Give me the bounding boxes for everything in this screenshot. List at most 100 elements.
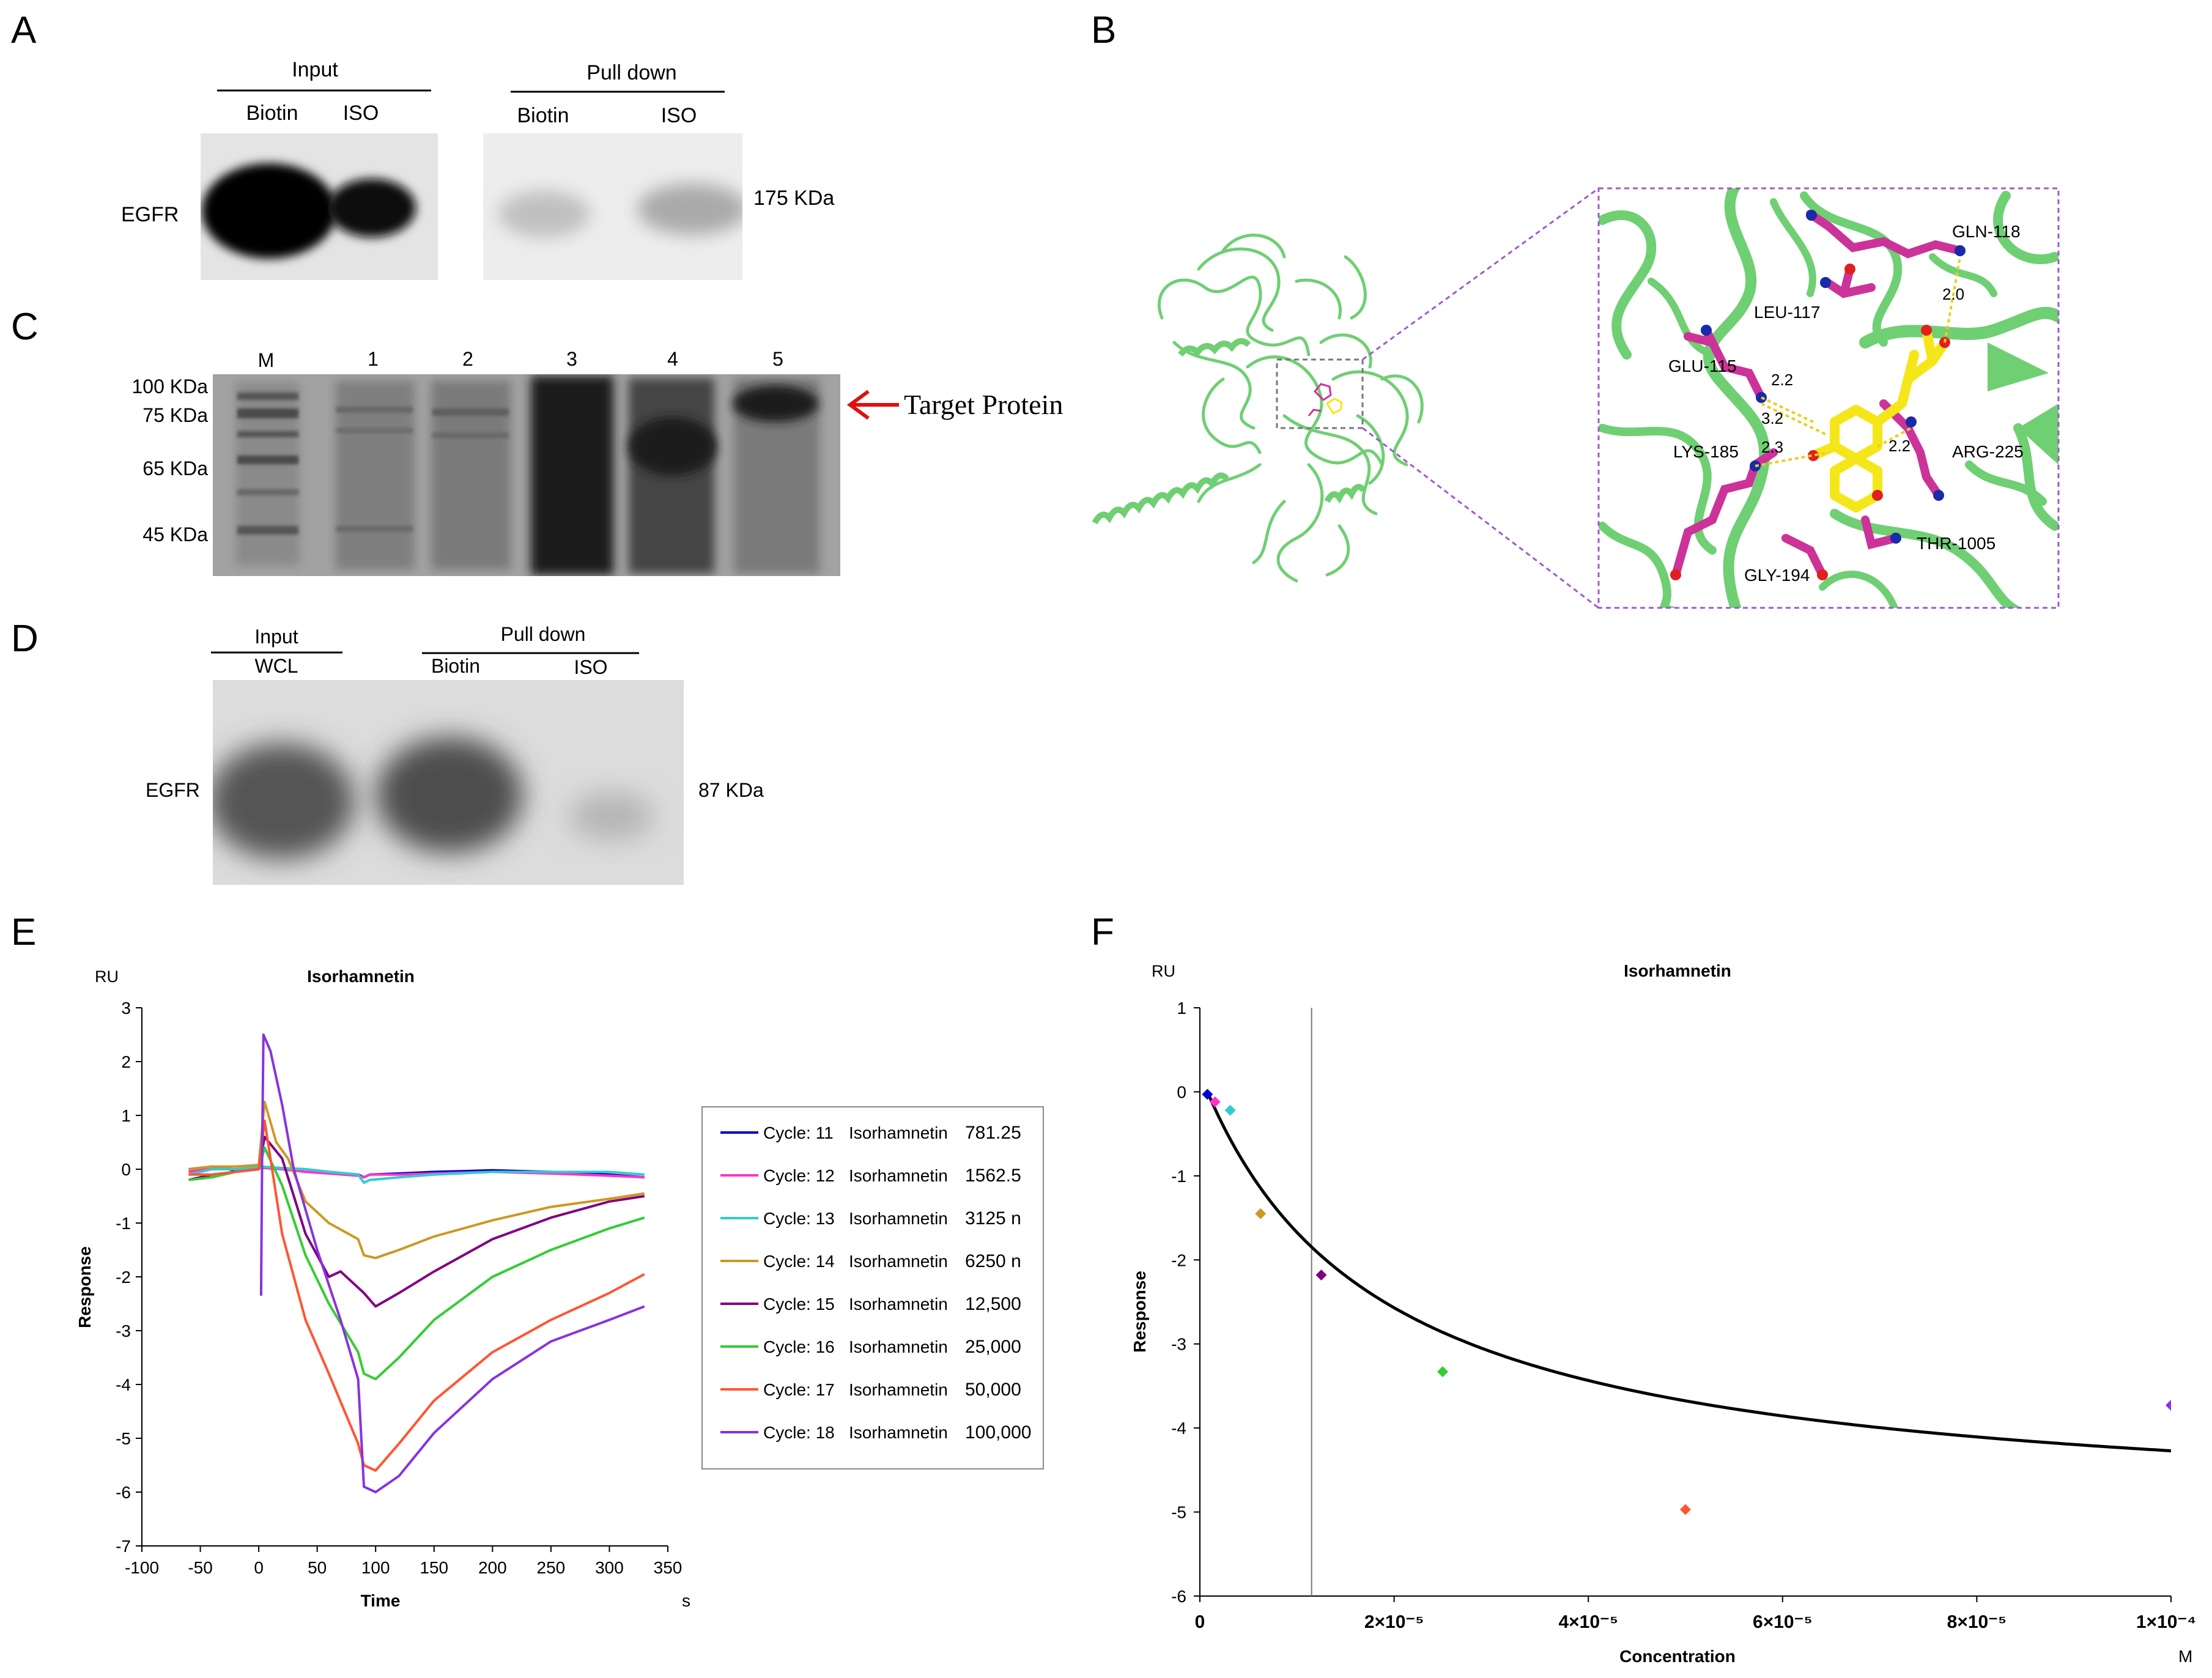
panel-b-distance-4: 2.3 [1761,438,1783,456]
panel-a-lane-1: Biotin [246,102,298,125]
panel-f-y-ticks: 1 0 -1 -2 -3 -4 -5 -6 [1171,999,1200,1606]
panel-a-size-label: 175 KDa [753,187,834,210]
panel-e-ytick-label: 2 [121,1052,131,1071]
panel-e-series-line-15 [188,1137,644,1306]
panel-d-wcl-label: WCL [254,655,298,677]
panel-d-blot [208,680,684,885]
panel-f-data-point-18 [2166,1400,2177,1411]
panel-b-protein-overview [1159,235,1422,581]
panel-e-legend-conc: 3125 n [965,1208,1021,1229]
panel-b-residue-lys185: LYS-185 [1673,442,1739,461]
panel-label-d: D [11,618,39,660]
panel-b-residue-gly194: GLY-194 [1744,566,1810,585]
panel-f-ytick-label: -5 [1171,1503,1186,1522]
panel-f-affinity: RU Isorhamnetin 10-1-2-3-4-5-6 0 2×10⁻⁵ 4×… [1130,961,2196,1666]
panel-b-residue-glu115: GLU-115 [1668,357,1737,375]
panel-f-xtick-label: 8×10⁻⁵ [1947,1612,2007,1632]
panel-d-protein-label: EGFR [146,779,200,801]
panel-e-xtick-label: -100 [125,1558,159,1577]
panel-f-data-point-13 [1225,1105,1236,1116]
panel-label-f: F [1091,911,1114,953]
panel-f-xlabel: Concentration [1619,1647,1736,1666]
panel-e-series-line-14 [188,1102,644,1258]
panel-f-x-ticks: 0 2×10⁻⁵ 4×10⁻⁵ 6×10⁻⁵ 8×10⁻⁵ 1×10⁻⁴ [1195,1596,2196,1632]
panel-e-xtick-label: 0 [254,1558,264,1577]
panel-e-xtick-label: 250 [537,1558,566,1577]
panel-label-c: C [11,306,39,348]
panel-f-ytick-label: -6 [1171,1587,1186,1606]
panel-e-legend-cycle: Cycle: 13 [763,1209,835,1228]
panel-a-lane-3: Biotin [517,104,569,127]
panel-e-legend-analyte: Isorhamnetin [849,1295,948,1314]
panel-e-ytick-label: -4 [116,1375,131,1394]
panel-e-xtick-label: 200 [478,1558,507,1577]
panel-e-legend-conc: 25,000 [965,1337,1021,1357]
panel-e-legend-cycle: Cycle: 18 [763,1423,835,1442]
panel-a-western-blot: Input Pull down Biotin ISO Biotin ISO EG… [121,58,834,280]
panel-d-pulldown-label: Pull down [501,623,586,645]
panel-e-legend-analyte: Isorhamnetin [849,1380,948,1399]
panel-a-input-label: Input [292,58,338,81]
panel-e-legend-cycle: Cycle: 12 [763,1166,835,1185]
panel-e-legend-box [702,1107,1043,1469]
panel-a-pulldown-blot [483,133,747,280]
figure-canvas: A B C D E F Input Pull down Biotin ISO B… [0,0,2212,1678]
panel-e-ylabel: Response [75,1246,94,1328]
panel-d-size-label: 87 KDa [698,779,764,801]
panel-e-ytick-label: -1 [116,1214,131,1233]
panel-label-e: E [11,911,36,953]
panel-b-distance-1: 2.0 [1942,285,1964,303]
panel-b-distance-2: 2.2 [1771,371,1793,389]
panel-e-series-line-16 [188,1148,644,1379]
panel-f-fit-curve [1208,1092,2171,1451]
panel-e-legend-conc: 781.25 [965,1123,1021,1143]
panel-label-a: A [11,9,37,51]
panel-e-legend-conc: 6250 n [965,1251,1021,1271]
panel-b-residue-arg225: ARG-225 [1952,442,2024,461]
panel-f-ylabel: Response [1130,1271,1149,1353]
panel-c-gel [213,374,840,576]
panel-c-target-label: Target Protein [904,389,1063,420]
panel-e-xtick-label: -50 [188,1558,212,1577]
panel-b-ligand-site-mini [1309,384,1342,416]
panel-f-data-point-17 [1680,1504,1691,1515]
panel-f-xtick-label: 0 [1195,1612,1205,1632]
panel-f-ytick-label: -1 [1171,1167,1186,1186]
panel-f-plot-area [1202,1008,2177,1596]
panel-f-ytick-label: -2 [1171,1251,1186,1270]
panel-b-distance-3: 3.2 [1761,409,1783,427]
panel-e-legend-analyte: Isorhamnetin [849,1337,948,1356]
panel-e-x-ticks: -100 -50 0 50 100 150 200 250 300 350 [125,1546,682,1577]
panel-e-ytick-label: -2 [116,1268,131,1287]
panel-f-unit: RU [1152,962,1175,980]
panel-label-b: B [1091,9,1116,51]
panel-e-ytick-label: -3 [116,1321,131,1340]
panel-e-ytick-label: 3 [121,999,131,1018]
panel-f-xtick-label: 6×10⁻⁵ [1753,1612,1813,1632]
panel-e-legend-conc: 50,000 [965,1380,1021,1400]
panel-e-legend-conc: 100,000 [965,1422,1031,1443]
panel-a-input-blot [201,133,438,280]
panel-e-legend-analyte: Isorhamnetin [849,1123,948,1142]
panel-f-xtick-label: 2×10⁻⁵ [1364,1612,1424,1632]
panel-c-lane-m: M [258,349,275,371]
panel-a-protein-label: EGFR [121,203,179,226]
panel-e-legend-analyte: Isorhamnetin [849,1166,948,1185]
panel-d-lane-biotin: Biotin [431,655,480,677]
panel-d-lane-iso: ISO [574,656,607,678]
panel-c-lane-3: 3 [566,348,577,370]
panel-e-ytick-label: 1 [121,1106,131,1125]
panel-f-xtick-label: 1×10⁻⁴ [2136,1612,2196,1632]
panel-e-legend-cycle: Cycle: 16 [763,1337,835,1356]
panel-e-legend-conc: 12,500 [965,1294,1021,1314]
panel-e-legend-cycle: Cycle: 15 [763,1295,835,1314]
panel-f-ytick-label: -3 [1171,1335,1186,1354]
panel-b-residue-leu117: LEU-117 [1754,303,1820,322]
panel-f-title: Isorhamnetin [1624,961,1731,980]
panel-e-title: Isorhamnetin [307,967,415,986]
panel-c-lane-5: 5 [772,348,783,370]
panel-a-pulldown-label: Pull down [586,61,676,84]
panel-e-series [188,1035,644,1492]
panel-a-lane-4: ISO [661,104,697,127]
